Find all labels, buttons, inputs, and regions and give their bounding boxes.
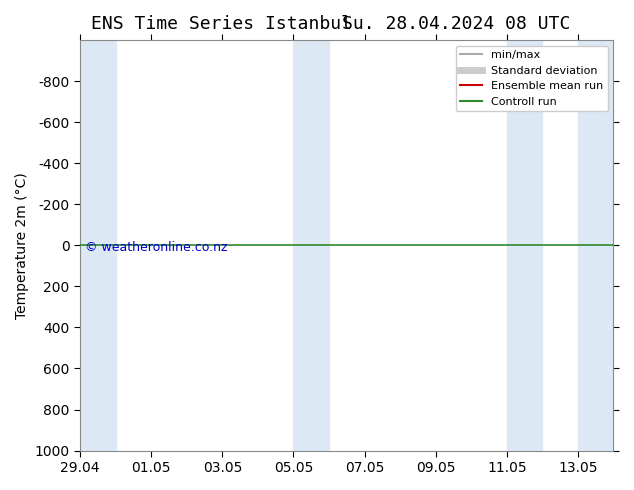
Text: © weatheronline.co.nz: © weatheronline.co.nz xyxy=(86,241,228,254)
Text: ENS Time Series Istanbul: ENS Time Series Istanbul xyxy=(91,15,353,33)
Bar xyxy=(294,40,329,451)
Bar xyxy=(80,40,115,451)
Bar xyxy=(507,40,542,451)
Text: Su. 28.04.2024 08 UTC: Su. 28.04.2024 08 UTC xyxy=(342,15,571,33)
Bar xyxy=(578,40,614,451)
Legend: min/max, Standard deviation, Ensemble mean run, Controll run: min/max, Standard deviation, Ensemble me… xyxy=(456,46,608,111)
Y-axis label: Temperature 2m (°C): Temperature 2m (°C) xyxy=(15,172,29,318)
